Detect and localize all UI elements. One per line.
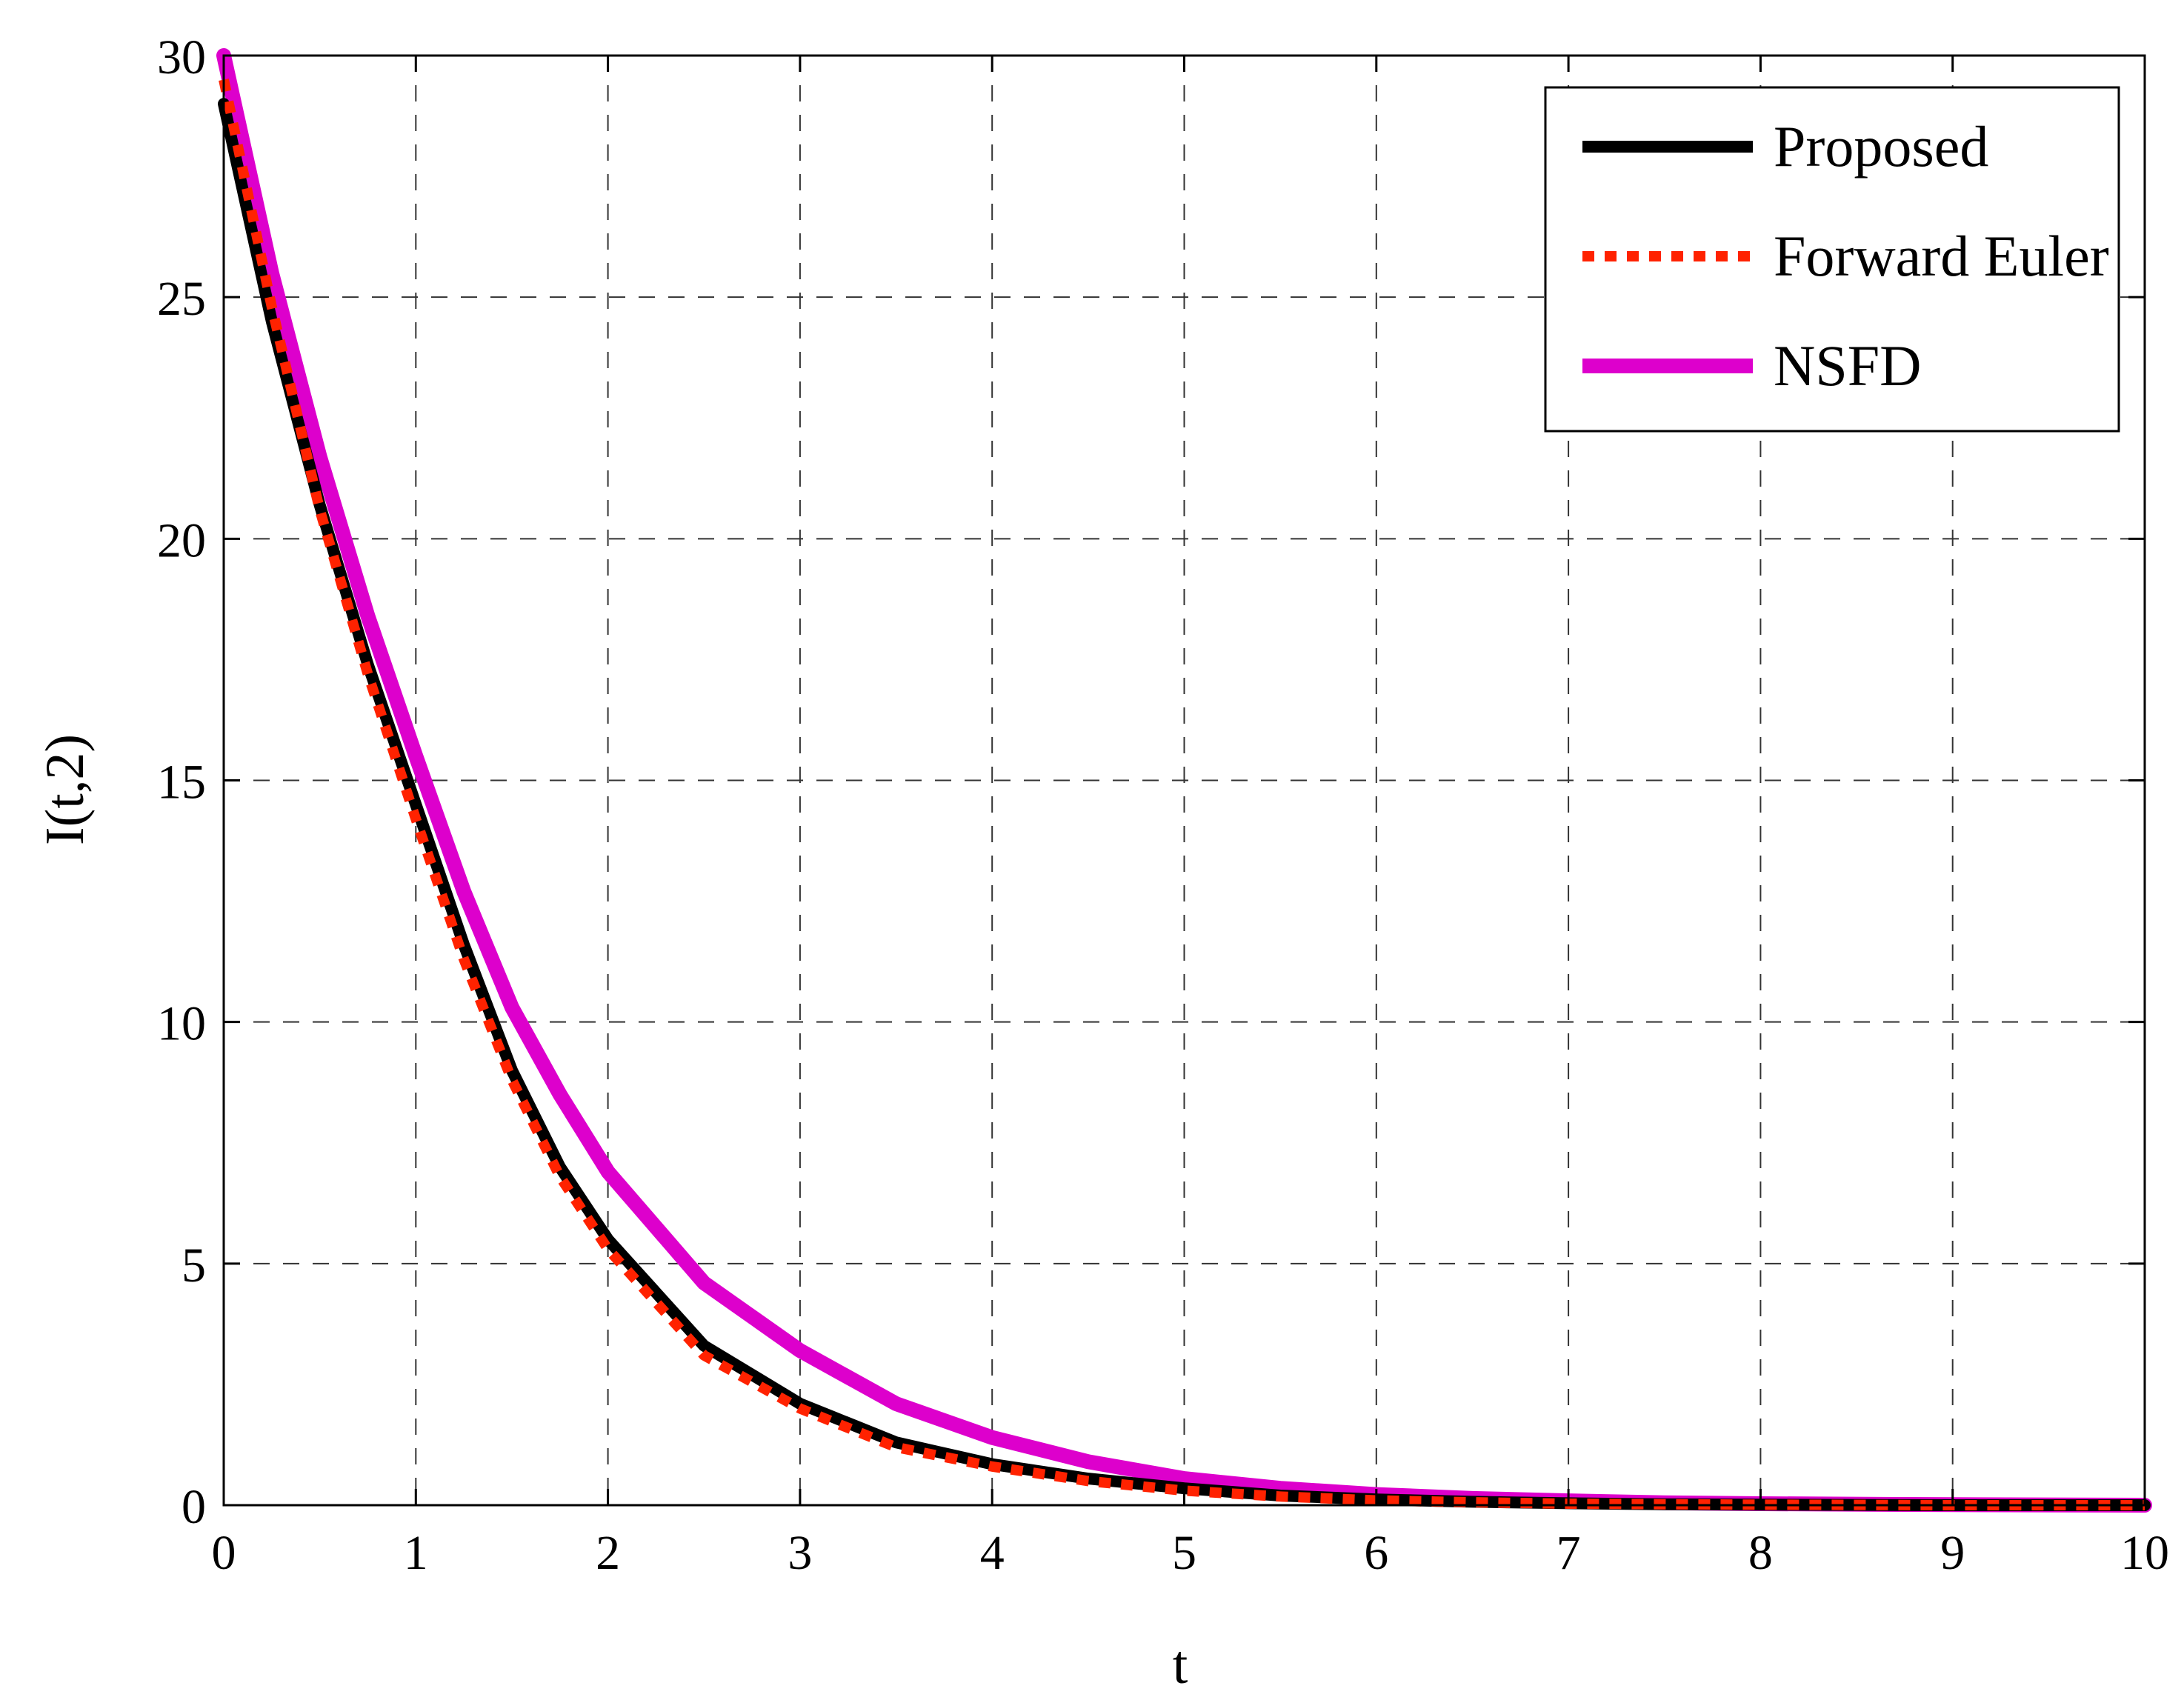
x-tick-label: 0 [212, 1526, 236, 1580]
y-tick-label: 30 [157, 30, 206, 84]
y-tick-label: 10 [157, 997, 206, 1051]
legend-items: Proposed Forward Euler NSFD [1582, 114, 2109, 398]
x-tick-label: 8 [1748, 1526, 1773, 1580]
y-tick-label: 20 [157, 513, 206, 567]
series-lines [216, 48, 2152, 1513]
x-tick-label: 5 [1172, 1526, 1196, 1580]
x-tick-label: 6 [1364, 1526, 1388, 1580]
y-tick-label: 15 [157, 756, 206, 810]
y-axis-label: I(t,2) [35, 734, 96, 845]
x-tick-labels: 0 1 2 3 4 5 6 7 8 9 10 [212, 1526, 2170, 1580]
x-tick-label: 9 [1940, 1526, 1965, 1580]
axis-ticks [222, 54, 2146, 1507]
series-line-proposed [218, 98, 2151, 1511]
legend: Proposed Forward Euler NSFD [1544, 86, 2120, 433]
x-tick-label: 2 [596, 1526, 620, 1580]
legend-label: Proposed [1774, 114, 1988, 179]
y-tick-labels: 0 5 10 15 20 25 30 [157, 30, 206, 1534]
y-tick-label: 0 [182, 1480, 206, 1534]
y-tick-label: 5 [182, 1239, 206, 1293]
legend-label: Forward Euler [1774, 224, 2109, 288]
x-axis-label: t [1173, 1635, 1188, 1696]
x-tick-label: 10 [2120, 1526, 2169, 1580]
x-tick-label: 1 [404, 1526, 428, 1580]
legend-label: NSFD [1774, 333, 1921, 398]
x-tick-label: 4 [980, 1526, 1005, 1580]
series-line-forward-euler [219, 79, 2145, 1510]
y-tick-label: 25 [157, 272, 206, 326]
x-tick-label: 3 [788, 1526, 812, 1580]
x-tick-label: 7 [1557, 1526, 1581, 1580]
